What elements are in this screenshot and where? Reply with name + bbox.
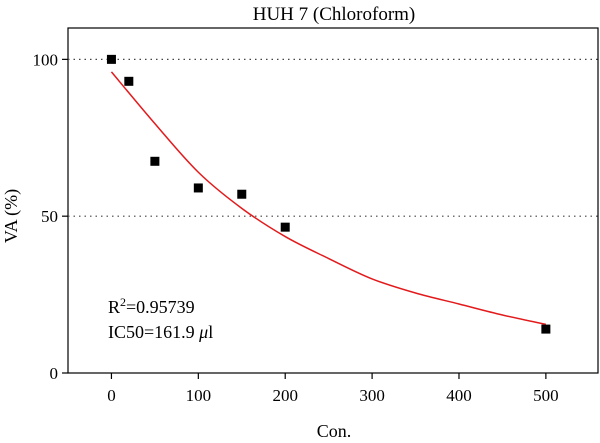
fit-statistics: R2=0.95739 IC50=161.9 μl (108, 295, 213, 342)
data-point (193, 183, 203, 193)
y-tick-label: 0 (50, 364, 59, 383)
data-point (280, 222, 290, 232)
data-point (106, 54, 116, 64)
y-tick-label: 50 (41, 207, 58, 226)
r-squared-value: =0.95739 (126, 297, 195, 317)
x-tick-label: 400 (446, 386, 472, 405)
r-squared-base: R (108, 297, 120, 317)
r-squared-annotation: R2=0.95739 (108, 295, 195, 317)
x-tick-label: 200 (272, 386, 298, 405)
y-tick-label: 100 (33, 50, 59, 69)
x-tick-label: 0 (107, 386, 116, 405)
fit-curve-layer (110, 71, 547, 326)
ic50-mu: μ (198, 322, 208, 342)
x-axis-ticks: 0 100 200 300 400 500 (107, 373, 559, 405)
data-point (237, 189, 247, 199)
ic50-annotation: IC50=161.9 μl (108, 322, 213, 342)
chart-title: HUH 7 (Chloroform) (253, 4, 416, 25)
plot-frame (67, 27, 599, 374)
y-axis-ticks: 0 50 100 (33, 50, 68, 383)
x-axis-label: Con. (317, 421, 352, 441)
ic50-unit: l (208, 322, 213, 342)
x-tick-label: 300 (359, 386, 385, 405)
r-squared-superscript: 2 (120, 295, 126, 309)
data-point (150, 156, 160, 166)
fit-curve (110, 71, 547, 326)
x-tick-label: 100 (186, 386, 212, 405)
x-tick-label: 500 (533, 386, 559, 405)
data-point (541, 324, 551, 334)
gridlines (68, 58, 598, 217)
data-point (124, 76, 134, 86)
data-points (106, 54, 551, 334)
ic50-text: IC50=161.9 (108, 322, 199, 342)
y-axis-label: VA (%) (1, 189, 22, 243)
